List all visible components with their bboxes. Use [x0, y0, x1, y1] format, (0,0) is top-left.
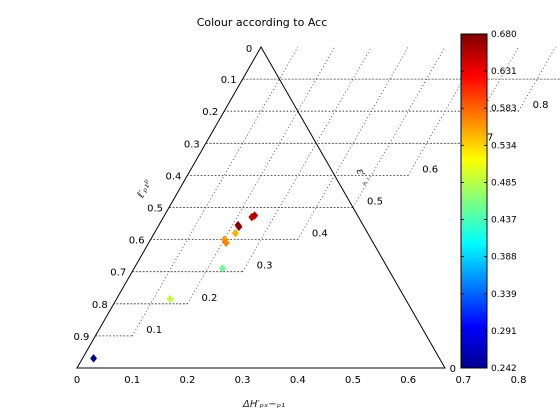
bottom-tick-label: 0.7 — [455, 375, 471, 386]
left-tick-label: 0.8 — [92, 300, 108, 311]
grid-line-rising — [131, 46, 299, 337]
colorbar-zero-label: 0 — [450, 364, 456, 375]
colorbar-tick-label: 0.242 — [491, 364, 517, 374]
bottom-tick-label: 0.1 — [124, 375, 140, 386]
data-point — [231, 228, 239, 238]
left-tick-label: 0.6 — [129, 236, 145, 247]
bottom-axis-label: ΔH′ₚₓ−ₚ₁ — [242, 399, 285, 410]
right-tick-label: 0.3 — [257, 261, 273, 272]
colorbar-tick-label: 0.583 — [491, 104, 517, 114]
colorbar-tick-label: 0.485 — [491, 178, 517, 188]
bottom-tick-label: 0.6 — [400, 375, 416, 386]
data-point — [251, 211, 259, 220]
data-point — [90, 353, 98, 363]
right-tick-label: 0.4 — [312, 229, 328, 240]
triangle-frame — [76, 45, 446, 369]
right-tick-label: 0.2 — [201, 293, 217, 304]
left-tick-label: 0.3 — [184, 139, 200, 150]
left-tick-label: 0.5 — [147, 204, 163, 215]
bottom-tick-label: 0.4 — [290, 375, 306, 386]
colorbar-tick-label: 0.437 — [491, 216, 517, 226]
bottom-tick-label: 0 — [74, 375, 80, 386]
data-point — [234, 220, 242, 230]
grid-line-rising — [242, 46, 372, 272]
colorbar-tick-label: 0.291 — [491, 327, 517, 337]
right-tick-label: 0.6 — [422, 164, 438, 175]
left-tick-label: 0.2 — [202, 107, 218, 118]
left-tick-label: 0.7 — [110, 268, 126, 279]
data-points — [90, 211, 259, 363]
triangle-outline — [76, 45, 446, 369]
data-point — [166, 294, 174, 304]
colorbar-tick-label: 0.680 — [491, 30, 517, 40]
bottom-tick-label: 0.2 — [179, 375, 195, 386]
left-tick-label: 0.4 — [165, 171, 181, 182]
left-axis-label: ℓ′ₚ₁ᵖ — [136, 178, 154, 200]
bottom-tick-label: 0.8 — [511, 375, 527, 386]
right-axis-label: εʳ ′ₛ — [353, 167, 371, 188]
colorbar-tick-label: 0.631 — [491, 67, 517, 77]
data-point — [218, 264, 226, 273]
bottom-tick-label: 0.5 — [345, 375, 361, 386]
colorbar-tick-label: 0.339 — [491, 290, 517, 300]
top-corner-label: 0 — [246, 44, 252, 55]
right-tick-label: 0.8 — [533, 100, 549, 111]
left-tick-label: 0.9 — [73, 332, 89, 343]
left-tick-label: 0.1 — [221, 75, 237, 86]
grid-line-rising — [352, 46, 446, 208]
right-tick-label: 0.5 — [367, 197, 383, 208]
colorbar: 0.242 0.291 0.339 0.388 0.437 0.485 0.534 0.583… — [450, 30, 517, 375]
right-tick-label: 0.1 — [146, 325, 162, 336]
bottom-tick-label: 0.3 — [235, 375, 251, 386]
chart-title: Colour according to Acc — [197, 16, 328, 29]
colorbar-gradient — [460, 33, 488, 369]
colorbar-tick-label: 0.534 — [491, 141, 517, 151]
data-point — [222, 238, 230, 248]
colorbar-tick-label: 0.388 — [491, 253, 517, 263]
